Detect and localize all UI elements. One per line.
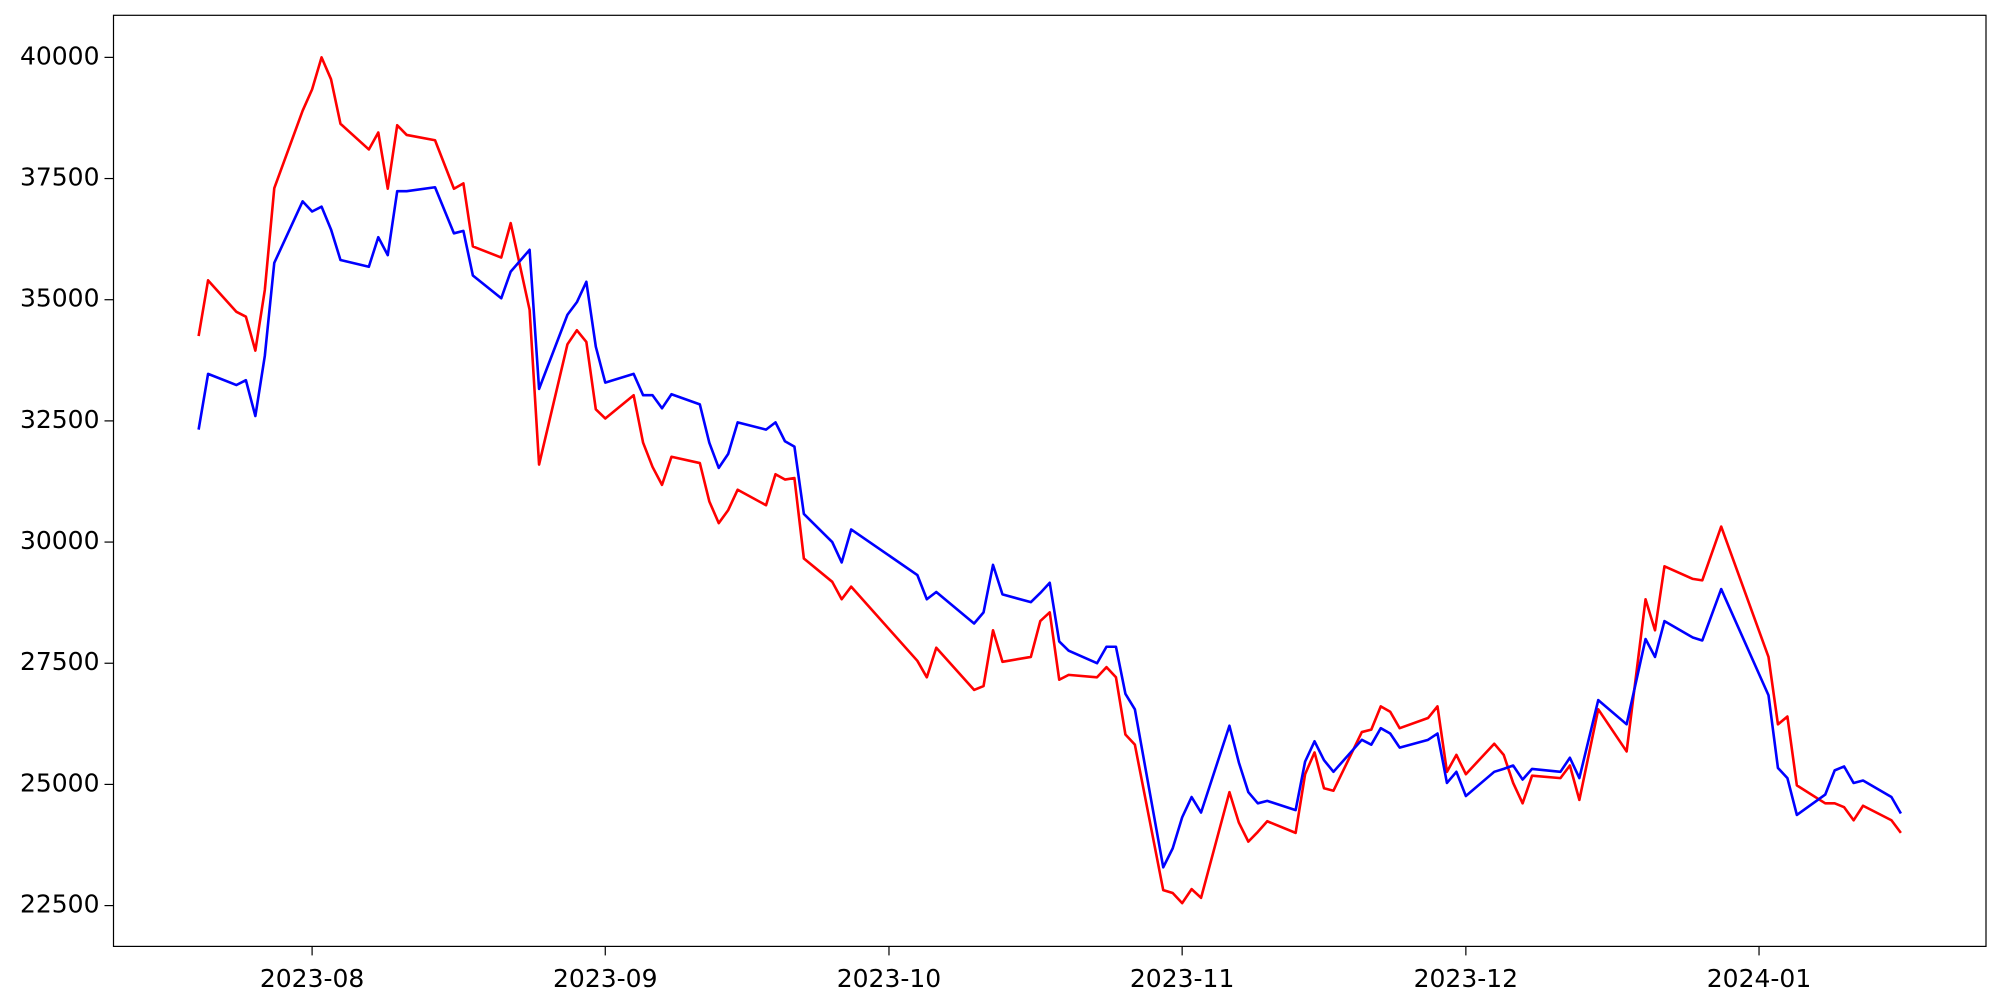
- x-tick-label: 2023-12: [1414, 964, 1518, 993]
- y-tick-label: 40000: [20, 41, 100, 70]
- y-tick-label: 27500: [20, 647, 100, 676]
- x-tick-label: 2023-11: [1130, 964, 1234, 993]
- x-tick-label: 2023-10: [837, 964, 941, 993]
- line-series: [197, 185, 1903, 869]
- y-tick-label: 37500: [20, 163, 100, 192]
- y-tick-label: 35000: [20, 284, 100, 313]
- y-tick-label: 32500: [20, 405, 100, 434]
- y-tick-label: 22500: [20, 890, 100, 919]
- y-tick-label: 30000: [20, 526, 100, 555]
- x-tick-label: 2023-09: [553, 964, 657, 993]
- x-tick-label: 2024-01: [1707, 964, 1811, 993]
- line-series: [197, 56, 1902, 905]
- y-tick-label: 25000: [20, 768, 100, 797]
- x-tick-label: 2023-08: [260, 964, 364, 993]
- plot-frame: [112, 14, 1987, 947]
